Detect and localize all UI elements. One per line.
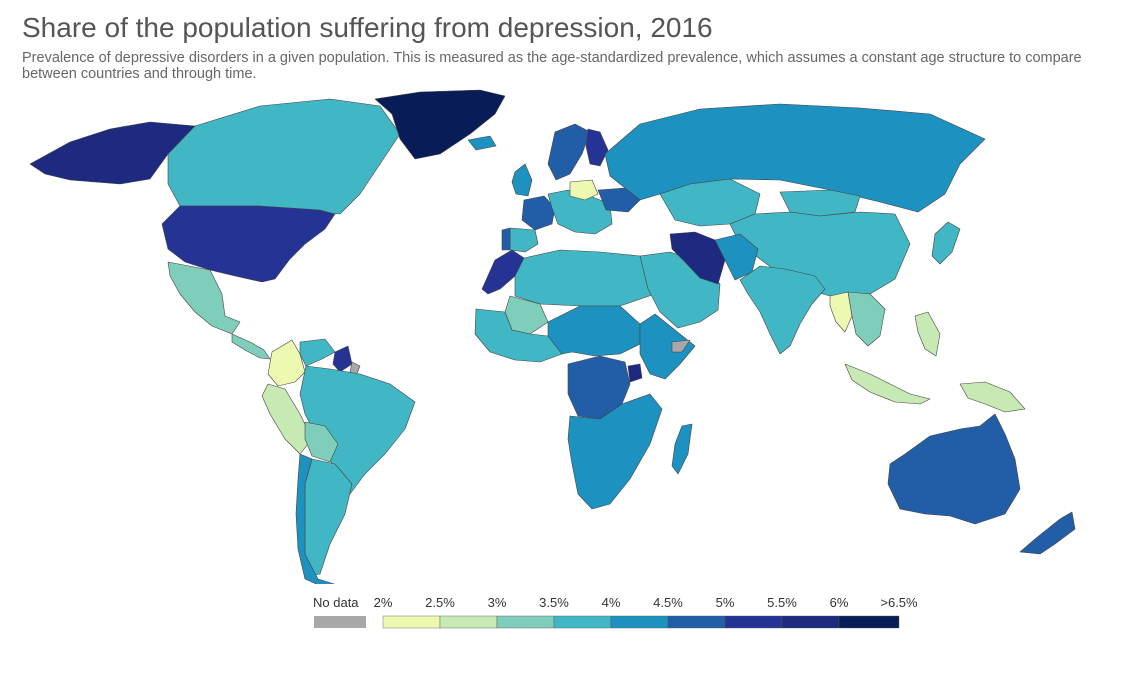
region-alaska[interactable]: Alaska [29,121,196,185]
legend-bin-5 [667,615,726,629]
region-papua-new-guinea[interactable]: Papua New Guinea [959,381,1026,413]
region-indonesia[interactable]: Indonesia [844,363,931,405]
region-morocco[interactable]: Morocco [481,249,525,295]
region-australia[interactable]: Australia [887,413,1021,525]
region-china[interactable]: China [729,211,911,297]
region-venezuela[interactable]: Venezuela [299,338,336,367]
legend-tick-label: 2.5% [425,595,455,610]
region-central-america[interactable]: Central America [231,333,271,360]
region-north-africa[interactable]: North Africa [514,249,661,307]
legend-tick-label: 4% [602,595,621,610]
region-iberia[interactable]: Iberia [509,227,539,253]
legend-tick-label: 4.5% [653,595,683,610]
region-philippines[interactable]: Philippines [914,311,941,357]
legend-no-data-swatch [314,616,366,628]
region-greenland[interactable]: Greenland [374,89,506,160]
legend-tick-label: 3% [488,595,507,610]
legend-tick-label: 3.5% [539,595,569,610]
region-argentina[interactable]: Argentina [304,458,353,577]
region-horn-of-africa[interactable]: Horn of Africa [639,313,696,380]
region-canada[interactable]: Canada [167,98,401,215]
world-map: Alaska Canada Greenland United States Me… [29,89,1076,584]
legend-tick-label: 5.5% [767,595,797,610]
region-colombia[interactable]: Colombia [267,339,306,387]
legend-bin-1 [439,615,498,629]
region-bolivia[interactable]: Bolivia [304,421,339,463]
region-guyana-suriname[interactable]: Guyana and Suriname [332,345,353,373]
legend-no-data-label: No data [313,595,359,610]
region-ukraine[interactable]: Ukraine [597,187,641,213]
legend-bin-3 [553,615,612,629]
region-scandinavia[interactable]: Scandinavia [547,123,591,181]
region-chile[interactable]: Chile [295,453,350,584]
chart-title: Share of the population suffering from d… [22,12,713,43]
legend-bin-8 [838,615,900,629]
region-poland[interactable]: Poland [569,179,599,201]
legend-bin-7 [781,615,840,629]
region-japan[interactable]: Japan [931,221,961,265]
legend-bin-2 [496,615,555,629]
map-legend: No data 2% 2.5% 3% 3.5% 4% 4.5% 5% 5.5% … [313,595,918,629]
region-new-zealand[interactable]: New Zealand [1019,511,1076,555]
legend-tick-label: 5% [716,595,735,610]
legend-color-scale [382,615,900,629]
region-iran[interactable]: Iran [669,231,726,285]
region-finland[interactable]: Finland [585,128,609,167]
legend-bin-0 [382,615,441,629]
region-united-kingdom[interactable]: United Kingdom [511,163,533,197]
legend-bin-4 [610,615,669,629]
legend-tick-label: >6.5% [880,595,918,610]
legend-tick-label: 6% [830,595,849,610]
region-brazil[interactable]: Brazil [299,365,416,495]
region-portugal[interactable]: Portugal [501,227,511,251]
region-iceland[interactable]: Iceland [467,135,497,151]
region-southeast-asia[interactable]: Southeast Asia [847,291,886,347]
region-united-states[interactable]: United States [161,205,336,283]
legend-bin-6 [724,615,783,629]
region-uganda[interactable]: Uganda [627,363,643,383]
region-central-africa[interactable]: Central Africa [547,305,641,357]
region-india[interactable]: India [739,265,826,355]
region-madagascar[interactable]: Madagascar [671,423,693,475]
region-france[interactable]: France [521,195,556,231]
region-southern-africa[interactable]: Southern Africa [567,393,663,510]
region-somalia[interactable]: Somalia [671,339,691,353]
chart-subtitle: Prevalence of depressive disorders in a … [22,50,1082,82]
legend-tick-label: 2% [374,595,393,610]
region-russia[interactable]: Russia [604,103,986,213]
